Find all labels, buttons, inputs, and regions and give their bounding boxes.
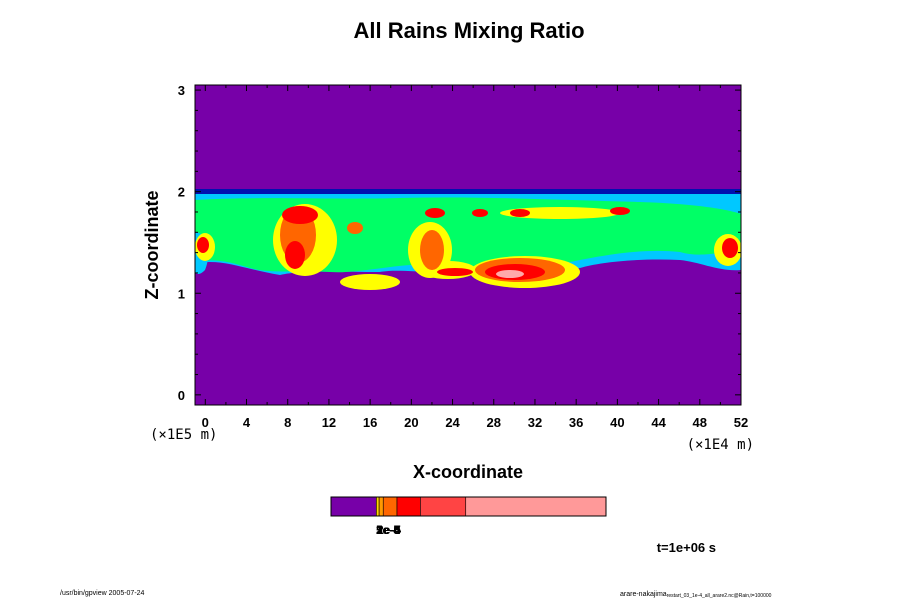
x-ticks: 0 4 8 12 16 20 24 28 32 36 40 44 48 52 (202, 85, 748, 430)
cloud-top-band (195, 189, 741, 194)
y-tick-label: 3 (178, 83, 185, 98)
y-tick-label: 0 (178, 388, 185, 403)
footer-right-sub: restart_03_1e-4_all_arare2.nc@Rain,t=100… (667, 593, 772, 599)
x-tick-label: 48 (693, 415, 707, 430)
colorbar: 1e-52e-55e-51e-42e-4 (330, 496, 607, 537)
x-unit-label: (×1E4 m) (687, 437, 754, 453)
x-tick-label: 20 (404, 415, 418, 430)
y-axis-label: Z-coordinate (142, 190, 162, 299)
cloud-layer (195, 189, 741, 290)
x-axis-label: X-coordinate (413, 462, 523, 482)
colorbar-swatch (330, 496, 377, 517)
colorbar-swatch (378, 496, 384, 517)
x-tick-label: 40 (610, 415, 624, 430)
time-label: t=1e+06 s (657, 540, 716, 555)
x-tick-label: 24 (445, 415, 460, 430)
footer-right: arare-nakajimarestart_03_1e-4_all_arare2… (620, 591, 772, 599)
colorbar-label: 5e-5 (376, 523, 400, 537)
x-tick-label: 36 (569, 415, 583, 430)
cloud-pink-core (496, 270, 524, 278)
colorbar-label: 1e-4 (377, 523, 401, 537)
x-tick-label: 12 (322, 415, 336, 430)
x-tick-label: 32 (528, 415, 542, 430)
colorbar-swatch (396, 496, 421, 517)
y-ticks: 0 1 2 3 (178, 83, 741, 403)
x-tick-label: 44 (651, 415, 666, 430)
x-tick-label: 16 (363, 415, 377, 430)
x-tick-label: 52 (734, 415, 748, 430)
colorbar-label: 1e-5 (376, 523, 400, 537)
colorbar-label: 2e-5 (377, 523, 401, 537)
y-unit-label: (×1E5 m) (150, 427, 217, 443)
colorbar-label: 2e-4 (376, 523, 400, 537)
chart-title: All Rains Mixing Ratio (353, 18, 584, 43)
x-tick-label: 4 (243, 415, 251, 430)
y-tick-label: 1 (178, 286, 185, 301)
x-tick-label: 8 (284, 415, 291, 430)
footer-left: /usr/bin/gpview 2005-07-24 (60, 590, 145, 597)
y-tick-label: 2 (178, 185, 185, 200)
cloud-red-patch (282, 206, 318, 224)
colorbar-swatch (382, 496, 398, 517)
x-tick-label: 0 (202, 415, 209, 430)
colorbar-swatch (420, 496, 467, 517)
colorbar-frame (330, 496, 607, 517)
colorbar-swatch (376, 496, 380, 517)
footer-right-main: arare-nakajima (620, 591, 667, 598)
colorbar-swatch (465, 496, 607, 517)
plot-frame (194, 84, 742, 406)
x-tick-label: 28 (487, 415, 501, 430)
